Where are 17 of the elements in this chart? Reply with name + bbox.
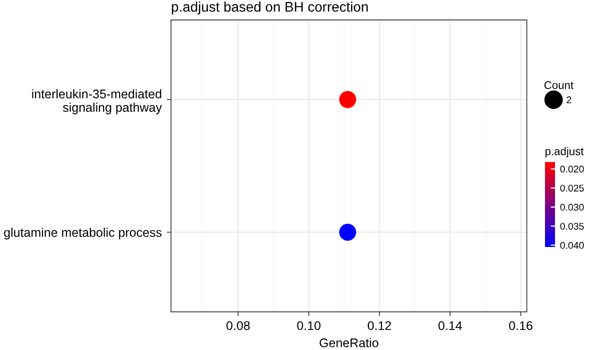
legend-title: Count [544, 81, 574, 90]
x-tick-label: 0.10 [297, 321, 320, 330]
x-axis-title: GeneRatio [320, 338, 378, 348]
color-bar-label: 0.040 [560, 242, 584, 249]
x-tick-label: 0.16 [509, 321, 532, 330]
x-tick-label: 0.08 [226, 321, 250, 330]
color-bar-label: 0.025 [560, 184, 584, 192]
legend-label: 2 [566, 96, 572, 104]
color-bar-label: 0.030 [560, 204, 584, 211]
color-bar-label: 0.020 [560, 166, 584, 173]
color-bar-label: 0.035 [560, 222, 584, 230]
y-tick-label: glutamine metabolic process [4, 228, 162, 240]
x-tick-label: 0.14 [438, 321, 462, 330]
color-bar-title: p.adjust [546, 147, 584, 158]
chart-title: p.adjust based on BH correction [172, 2, 368, 14]
y-tick-label: interleukin-35-mediated signaling pathway [32, 89, 162, 114]
x-tick-label: 0.12 [368, 321, 391, 330]
